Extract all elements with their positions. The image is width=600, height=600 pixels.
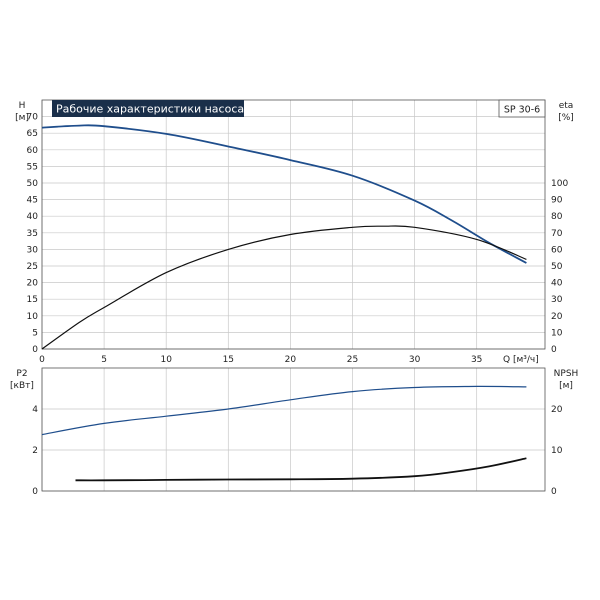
x-tick-label: 0: [39, 355, 45, 365]
top-left-tick-label: 45: [27, 196, 38, 206]
top-right-tick-label: 10: [551, 328, 563, 338]
top-left-tick-label: 30: [27, 245, 39, 255]
title-box: [52, 100, 244, 117]
x-tick-label: 15: [223, 355, 234, 365]
x-tick-label: 20: [285, 355, 297, 365]
top-right-tick-label: 0: [551, 345, 557, 355]
bot-left-tick-label: 0: [32, 487, 38, 497]
left-axis-label: H: [19, 101, 26, 111]
top-left-tick-label: 35: [27, 229, 38, 239]
chart-title: Рабочие характеристики насоса: [56, 103, 244, 116]
top-left-tick-label: 40: [27, 212, 39, 222]
bot-right-tick-label: 10: [551, 446, 563, 456]
model-label: SP 30-6: [504, 105, 540, 116]
p2-axis-label: P2: [16, 369, 27, 379]
bottom-right-tick-labels: 0 10 20: [551, 405, 563, 497]
top-left-tick-label: 0: [32, 345, 38, 355]
top-right-tick-label: 30: [551, 295, 563, 305]
top-left-tick-labels: 0 5 10 15 20 25 30 35 40 45 50 55 60 65 70: [27, 113, 39, 355]
bot-series-p2-line: [41, 385, 527, 436]
bot-series-npsh-line: [75, 457, 527, 482]
bot-right-tick-label: 0: [551, 487, 557, 497]
x-axis-label: Q [м³/ч]: [503, 355, 539, 365]
top-left-tick-label: 55: [27, 162, 38, 172]
top-right-tick-label: 50: [551, 262, 563, 272]
right-axis-label: eta: [559, 101, 574, 111]
bot-right-tick-label: 20: [551, 405, 563, 415]
model-label-box: [498, 99, 546, 118]
top-series-h-line: [41, 124, 527, 264]
top-left-tick-label: 70: [27, 113, 39, 123]
top-left-tick-label: 60: [27, 146, 39, 156]
top-right-tick-label: 80: [551, 212, 563, 222]
top-left-tick-label: 5: [32, 328, 38, 338]
top-left-tick-label: 10: [27, 312, 39, 322]
top-left-tick-label: 65: [27, 129, 38, 139]
x-tick-label: 5: [101, 355, 107, 365]
top-panel: Рабочие характеристики насоса SP 30-6 H …: [15, 99, 574, 365]
x-tick-label: 35: [471, 355, 482, 365]
x-tick-label: 10: [160, 355, 172, 365]
right-axis-unit: [%]: [558, 113, 574, 123]
left-axis-unit: [м]: [15, 113, 29, 123]
x-tick-label: 30: [409, 355, 421, 365]
top-right-tick-labels: 0 10 20 30 40 50 60 70 80 90 100: [551, 179, 568, 355]
top-left-tick-label: 15: [27, 295, 38, 305]
top-series: [41, 124, 527, 350]
top-right-tick-label: 90: [551, 196, 563, 206]
bot-left-tick-label: 4: [32, 405, 38, 415]
p2-axis-unit: [кВт]: [10, 381, 34, 391]
top-right-tick-label: 70: [551, 229, 563, 239]
bottom-panel: P2 [кВт] NPSH [м] 0 2 4 0 10 20: [10, 367, 579, 497]
bot-left-tick-label: 2: [32, 446, 38, 456]
x-tick-labels: 0 5 10 15 20 25 30 35: [39, 355, 482, 365]
npsh-axis-label: NPSH: [554, 369, 579, 379]
top-right-tick-label: 100: [551, 179, 568, 189]
top-left-tick-label: 20: [27, 279, 39, 289]
bottom-left-tick-labels: 0 2 4: [32, 405, 38, 497]
bottom-plot-frame: [41, 367, 546, 492]
x-tick-label: 25: [347, 355, 358, 365]
top-right-tick-label: 40: [551, 279, 563, 289]
bottom-series: [41, 385, 527, 482]
npsh-axis-unit: [м]: [559, 381, 573, 391]
top-series-eta-line: [41, 225, 527, 350]
top-left-tick-label: 50: [27, 179, 39, 189]
top-plot-frame: [41, 99, 546, 350]
top-grid: [41, 100, 545, 350]
top-right-tick-label: 20: [551, 312, 563, 322]
top-left-tick-label: 25: [27, 262, 38, 272]
top-right-tick-label: 60: [551, 245, 563, 255]
